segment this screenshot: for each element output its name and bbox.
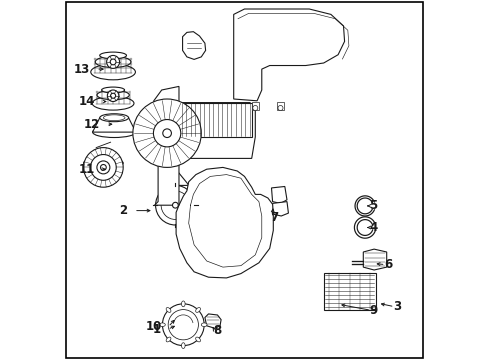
Polygon shape [271,186,286,203]
Ellipse shape [91,64,135,80]
Polygon shape [272,202,288,216]
Text: 10: 10 [145,320,162,333]
Text: 2: 2 [119,204,127,217]
Ellipse shape [195,337,200,342]
Circle shape [106,55,120,68]
Circle shape [101,165,106,170]
Ellipse shape [195,307,200,312]
Ellipse shape [181,343,185,348]
Text: 3: 3 [392,300,400,313]
Text: 8: 8 [212,324,221,337]
Circle shape [110,59,116,65]
Text: 5: 5 [369,199,377,212]
Polygon shape [92,118,136,132]
Ellipse shape [92,96,134,110]
Ellipse shape [159,323,165,327]
Ellipse shape [166,307,171,312]
Polygon shape [323,273,375,310]
Circle shape [277,105,283,111]
Circle shape [153,120,181,147]
Polygon shape [179,103,251,137]
Polygon shape [204,314,221,328]
Text: 1: 1 [153,323,161,336]
Ellipse shape [181,301,185,307]
Circle shape [90,154,116,180]
Ellipse shape [100,52,126,59]
Ellipse shape [83,158,123,168]
Ellipse shape [103,115,125,121]
Text: 14: 14 [79,95,95,108]
Polygon shape [153,86,255,158]
Circle shape [162,304,204,346]
Polygon shape [154,158,179,205]
Ellipse shape [92,127,136,138]
Ellipse shape [102,87,124,93]
Circle shape [172,202,178,208]
Text: 12: 12 [83,118,100,131]
Circle shape [161,191,189,220]
Circle shape [83,148,123,187]
Polygon shape [251,102,258,110]
Polygon shape [160,167,189,185]
Circle shape [155,185,195,225]
Ellipse shape [97,90,129,100]
Ellipse shape [166,337,171,342]
Text: 11: 11 [79,163,95,176]
Text: 9: 9 [369,304,377,317]
Text: 4: 4 [369,221,377,234]
Ellipse shape [201,323,206,327]
Polygon shape [363,249,386,270]
Ellipse shape [100,114,128,122]
Polygon shape [233,9,344,101]
Circle shape [133,99,201,167]
Polygon shape [276,102,284,110]
Polygon shape [176,167,273,278]
Text: 13: 13 [73,63,89,76]
Circle shape [168,310,198,340]
Circle shape [252,105,257,111]
Circle shape [107,90,119,102]
Polygon shape [182,32,205,59]
Text: 6: 6 [383,258,391,271]
Ellipse shape [95,57,131,68]
Text: 7: 7 [270,211,278,224]
Circle shape [163,129,171,138]
Circle shape [110,93,115,98]
Circle shape [97,161,110,174]
